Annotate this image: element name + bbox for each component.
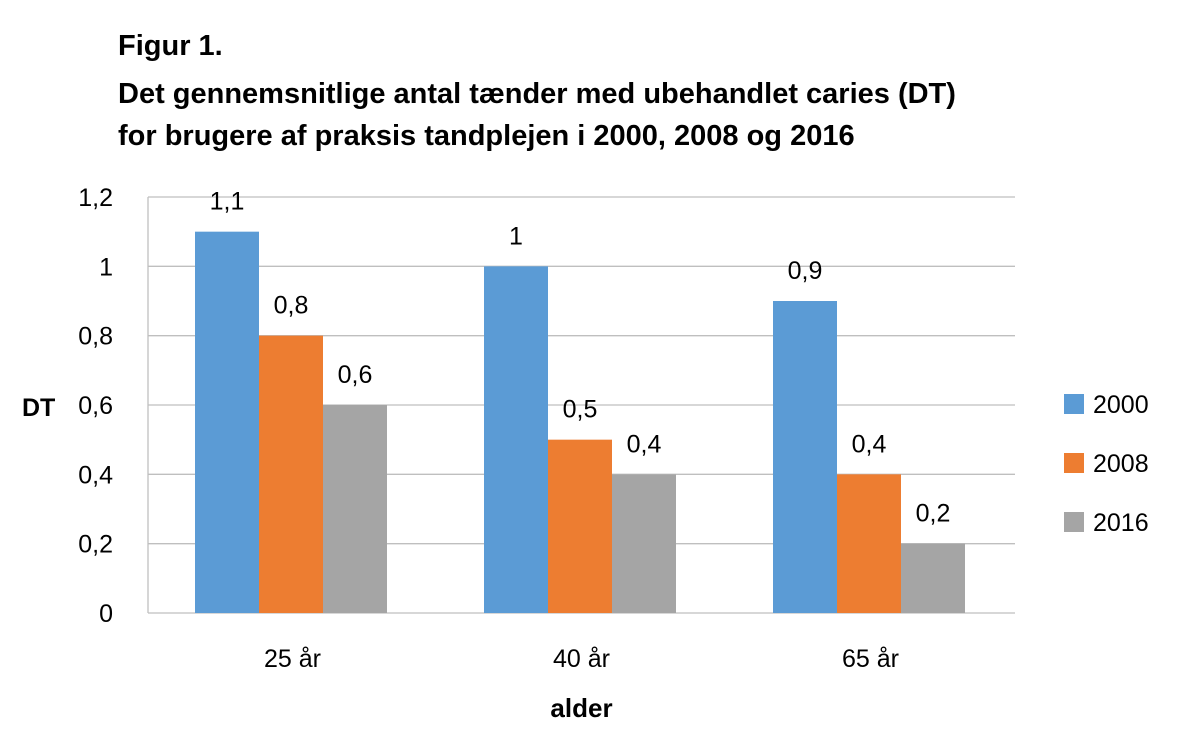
data-label: 0,8 [274, 292, 309, 320]
x-tick-label: 40 år [553, 645, 610, 673]
bar-2008 [548, 439, 612, 613]
legend-label: 2016 [1093, 509, 1149, 537]
legend-label: 2000 [1093, 391, 1149, 419]
bar-2008 [259, 335, 323, 613]
data-label: 0,9 [788, 257, 823, 285]
bar-2016 [612, 474, 676, 613]
legend-label: 2008 [1093, 450, 1149, 478]
bar-2000 [773, 301, 837, 613]
y-tick-label: 0,2 [78, 531, 113, 559]
bar-2000 [484, 266, 548, 613]
bar-2008 [837, 474, 901, 613]
data-label: 0,5 [563, 396, 598, 424]
bar-2016 [323, 405, 387, 613]
data-label: 0,2 [916, 500, 951, 528]
x-tick-label: 25 år [264, 645, 321, 673]
y-tick-label: 0,4 [78, 461, 113, 489]
y-tick-label: 1 [99, 253, 113, 281]
x-axis-label: alder [550, 693, 612, 723]
chart-title-line-3: for brugere af praksis tandplejen i 2000… [118, 120, 855, 152]
data-label: 1,1 [210, 188, 245, 216]
data-label: 1 [509, 222, 523, 250]
data-label: 0,4 [627, 430, 662, 458]
y-tick-label: 0 [99, 600, 113, 628]
bar-2000 [195, 231, 259, 613]
legend-swatch-2000 [1064, 394, 1084, 414]
chart-title-line-1: Figur 1. [118, 30, 223, 62]
y-tick-label: 1,2 [78, 184, 113, 212]
y-tick-label: 0,6 [78, 392, 113, 420]
data-label: 0,4 [852, 430, 887, 458]
chart-title-line-2: Det gennemsnitlige antal tænder med ubeh… [118, 78, 956, 110]
y-axis-label: DT [22, 394, 55, 422]
legend-swatch-2008 [1064, 453, 1084, 473]
data-label: 0,6 [338, 361, 373, 389]
y-tick-label: 0,8 [78, 323, 113, 351]
x-tick-label: 65 år [842, 645, 899, 673]
legend-swatch-2016 [1064, 512, 1084, 532]
bar-2016 [901, 543, 965, 613]
